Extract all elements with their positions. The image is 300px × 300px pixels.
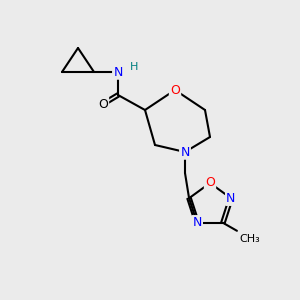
Text: O: O xyxy=(170,83,180,97)
Text: H: H xyxy=(130,62,138,72)
Text: O: O xyxy=(205,176,215,190)
Text: CH₃: CH₃ xyxy=(239,234,260,244)
Text: N: N xyxy=(180,146,190,158)
Text: N: N xyxy=(113,65,123,79)
Text: O: O xyxy=(98,98,108,110)
Text: N: N xyxy=(192,216,202,229)
Text: N: N xyxy=(226,192,236,205)
